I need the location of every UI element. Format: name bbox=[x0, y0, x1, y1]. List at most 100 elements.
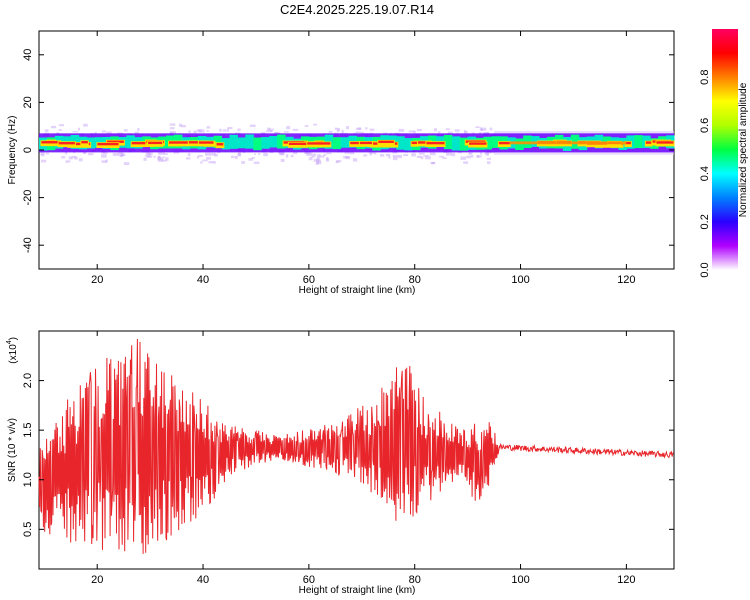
snr-y-axis-label: SNR (10 * v/v) bbox=[7, 418, 18, 482]
snr-series-line bbox=[38, 338, 674, 554]
spectral-band-mid bbox=[332, 137, 342, 150]
spectral-haze bbox=[363, 154, 368, 157]
spectral-hotspot bbox=[350, 141, 360, 145]
spectral-haze bbox=[463, 130, 467, 134]
spectral-haze bbox=[202, 159, 208, 162]
spectral-haze bbox=[253, 161, 260, 164]
spectral-haze bbox=[293, 151, 298, 155]
spectral-band-mid bbox=[277, 134, 286, 149]
spectral-haze bbox=[385, 153, 391, 157]
spectral-haze bbox=[308, 157, 313, 161]
spectral-haze bbox=[268, 128, 274, 131]
snr-y-tick-label: 0.5 bbox=[22, 522, 34, 537]
spectral-haze bbox=[178, 123, 183, 127]
spectral-haze bbox=[429, 152, 436, 156]
svg-text:(x104): (x104) bbox=[6, 337, 19, 364]
spectral-haze bbox=[416, 128, 422, 132]
spectral-band-mid bbox=[404, 138, 413, 151]
spectral-haze bbox=[489, 127, 493, 131]
spectral-hotspot bbox=[656, 141, 674, 144]
spectral-haze bbox=[230, 155, 235, 159]
spectral-haze bbox=[145, 153, 151, 158]
spectral-haze bbox=[169, 123, 176, 126]
spectrogram-x-axis-label: Height of straight line (km) bbox=[299, 285, 416, 296]
spectral-band-mid bbox=[126, 135, 135, 149]
spectral-haze bbox=[65, 160, 69, 163]
spectral-haze bbox=[165, 157, 169, 161]
spectral-haze bbox=[71, 155, 77, 159]
spectral-haze bbox=[350, 151, 355, 155]
spectral-haze bbox=[312, 153, 317, 157]
spectral-haze bbox=[206, 126, 211, 129]
spectral-haze bbox=[442, 157, 447, 159]
spectral-haze bbox=[157, 156, 162, 160]
spectral-band bbox=[39, 123, 675, 166]
spectral-hotspot bbox=[305, 142, 331, 145]
spectral-haze bbox=[323, 153, 326, 157]
spectral-haze bbox=[169, 127, 175, 130]
spectral-haze bbox=[344, 151, 351, 154]
spectral-haze bbox=[346, 126, 350, 130]
spectral-haze bbox=[388, 155, 391, 159]
snr-y-tick-label: 1.0 bbox=[22, 472, 34, 487]
spectral-haze bbox=[45, 152, 50, 155]
spectral-haze bbox=[72, 130, 78, 133]
spectral-ridge bbox=[509, 141, 627, 145]
spectral-haze bbox=[263, 152, 268, 157]
spectral-haze bbox=[341, 129, 344, 134]
snr-y-tick-label: 1.5 bbox=[22, 423, 34, 438]
spectral-haze bbox=[319, 155, 325, 158]
spectral-haze bbox=[315, 162, 319, 165]
spectral-haze bbox=[434, 128, 438, 132]
spectral-hotspot bbox=[148, 141, 163, 145]
spectral-hotspot bbox=[469, 142, 487, 145]
spectral-haze bbox=[119, 154, 124, 158]
spectral-band-mid bbox=[253, 137, 262, 151]
spectral-haze bbox=[267, 127, 271, 131]
spectral-haze bbox=[328, 130, 333, 134]
spectral-haze bbox=[285, 154, 289, 158]
spectral-haze bbox=[411, 153, 416, 157]
spectral-haze bbox=[120, 152, 125, 156]
spectral-haze bbox=[487, 161, 491, 165]
spectral-hotspot bbox=[288, 142, 307, 146]
spectral-haze bbox=[460, 156, 466, 160]
spectral-haze bbox=[44, 129, 49, 133]
spectral-haze bbox=[476, 155, 482, 158]
spectral-haze bbox=[352, 158, 358, 162]
spectral-haze bbox=[290, 154, 294, 158]
spectral-band-mid bbox=[229, 134, 238, 149]
spectral-haze bbox=[181, 125, 186, 128]
spectral-haze bbox=[157, 152, 161, 155]
snr-ticks: 20 40 60 80 100 120 0.5 1.0 1.5 2.0 bbox=[22, 331, 674, 586]
spectral-band-mid bbox=[245, 134, 254, 149]
spectral-haze bbox=[146, 156, 153, 158]
spectral-hotspot bbox=[131, 141, 153, 145]
spectral-haze bbox=[67, 160, 71, 163]
spectral-haze bbox=[188, 130, 191, 134]
snr-x-tick-label: 120 bbox=[617, 574, 635, 586]
spectral-hotspot bbox=[81, 141, 88, 144]
spectral-hotspot bbox=[498, 141, 510, 145]
spectral-haze bbox=[425, 156, 431, 160]
spectral-haze bbox=[437, 131, 441, 134]
spectral-haze bbox=[88, 152, 94, 156]
spectral-band-mid bbox=[237, 137, 246, 149]
colorbar-ticks: 0.0 0.2 0.4 0.6 0.8 bbox=[699, 70, 711, 278]
spectrogram-y-tick-label: 0 bbox=[22, 147, 34, 153]
spectral-hotspot bbox=[198, 141, 214, 144]
spectral-haze bbox=[484, 151, 489, 155]
spectral-haze bbox=[398, 128, 405, 132]
spectral-haze bbox=[206, 156, 211, 160]
spectral-haze bbox=[40, 151, 45, 156]
spectral-hotspot bbox=[625, 141, 631, 145]
spectral-hotspot bbox=[415, 141, 431, 144]
colorbar-tick-label: 0.0 bbox=[699, 262, 711, 277]
spectral-haze bbox=[337, 128, 340, 131]
spectral-haze bbox=[369, 152, 372, 156]
spectral-haze bbox=[365, 127, 368, 130]
spectral-band-mid bbox=[261, 137, 270, 149]
spectral-haze bbox=[248, 158, 254, 161]
spectral-haze bbox=[423, 154, 429, 157]
snr-y-tick-label: 2.0 bbox=[22, 373, 34, 388]
